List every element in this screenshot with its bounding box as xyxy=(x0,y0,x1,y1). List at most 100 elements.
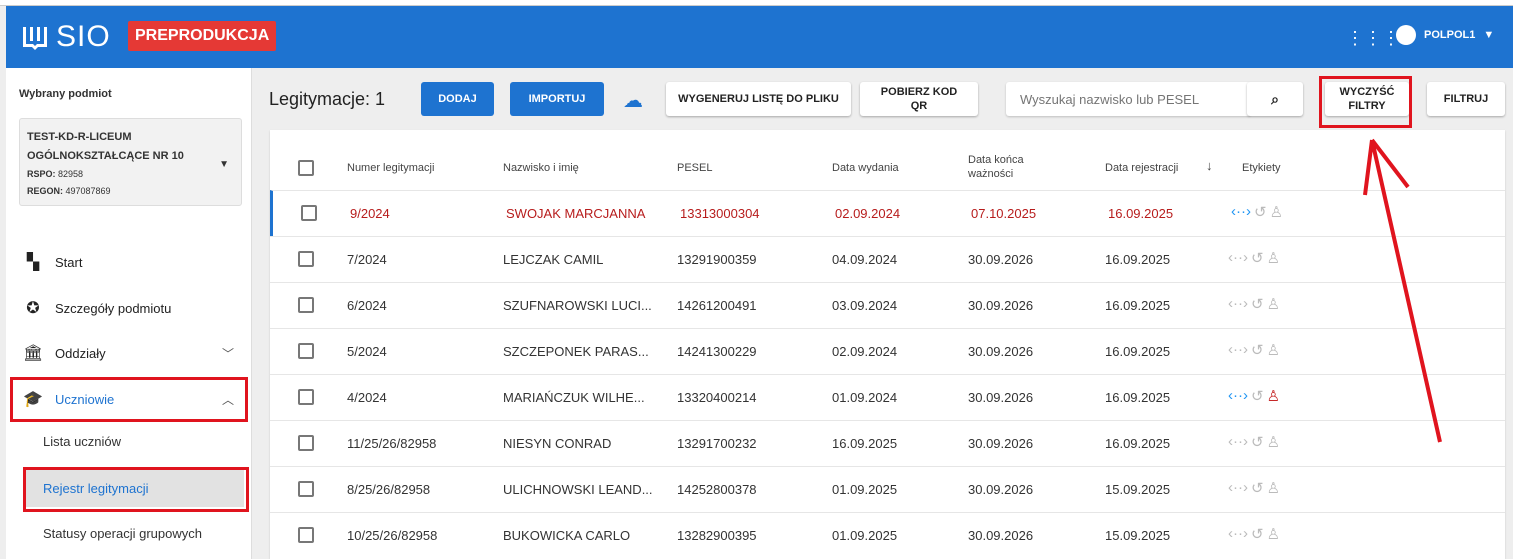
table-row[interactable]: 7/2024 LEJCZAK CAMIL 13291900359 04.09.2024… xyxy=(270,236,1505,282)
regon-value: 497087869 xyxy=(65,186,111,196)
selected-entity-label: Wybrany podmiot xyxy=(19,88,112,100)
sidebar-subitem-statusy[interactable]: Statusy operacji grupowych xyxy=(43,526,202,541)
rspo-label: RSPO: xyxy=(27,169,56,179)
select-all-checkbox[interactable] xyxy=(298,160,314,176)
row-checkbox[interactable] xyxy=(298,435,314,451)
sidebar-item-label: Start xyxy=(55,254,83,270)
header-name[interactable]: Nazwisko i imię xyxy=(503,162,579,174)
chevron-up-icon: ︿ xyxy=(221,392,234,407)
environment-badge: PREPRODUKCJA xyxy=(128,21,277,51)
person-icon: ♙ xyxy=(1269,204,1284,221)
cell-pesel: 14241300229 xyxy=(677,344,757,359)
row-checkbox[interactable] xyxy=(301,205,317,221)
history-icon: ↺ xyxy=(1250,342,1264,359)
cloud-download-icon[interactable]: ☁ xyxy=(623,90,643,112)
sidebar-subitem-rejestr-legitymacji[interactable]: Rejestr legitymacji xyxy=(43,481,149,496)
person-icon: ♙ xyxy=(1266,480,1281,497)
history-icon: ↺ xyxy=(1250,296,1264,313)
history-icon: ↺ xyxy=(1250,434,1264,451)
cell-name: SZUFNAROWSKI LUCI... xyxy=(503,298,652,313)
row-tags: ‹··› ↺ ♙ xyxy=(1228,295,1280,313)
table-row[interactable]: 6/2024 SZUFNAROWSKI LUCI... 14261200491 03.… xyxy=(270,282,1505,328)
cell-registration-date: 16.09.2025 xyxy=(1105,298,1171,313)
cell-issue-date: 01.09.2025 xyxy=(832,482,898,497)
person-icon: ♙ xyxy=(1266,342,1281,359)
person-icon: ♙ xyxy=(1266,388,1281,405)
app-logo[interactable]: SIO xyxy=(20,20,111,54)
clear-filters-button[interactable]: WYCZYŚĆ FILTRY xyxy=(1325,82,1409,116)
row-tags: ‹··› ↺ ♙ xyxy=(1231,203,1283,221)
cell-number: 5/2024 xyxy=(347,344,387,359)
cell-name: ULICHNOWSKI LEAND... xyxy=(503,482,653,497)
header-expiry-date[interactable]: Data końca ważności xyxy=(968,154,1024,180)
sidebar-item-uczniowie[interactable]: 🎓 Uczniowie ︿ xyxy=(6,379,252,419)
header-number[interactable]: Numer legitymacji xyxy=(347,162,435,174)
school-icon: 🎓 xyxy=(23,391,43,408)
entity-name-line1: TEST-KD-R-LICEUM xyxy=(27,131,132,143)
table-row[interactable]: 9/2024 SWOJAK MARCJANNA 13313000304 02.09.2… xyxy=(270,190,1505,236)
code-arrows-icon: ‹··› xyxy=(1228,295,1248,312)
cell-issue-date: 02.09.2024 xyxy=(832,344,898,359)
cell-pesel: 13313000304 xyxy=(680,206,760,221)
row-checkbox[interactable] xyxy=(298,297,314,313)
code-arrows-icon: ‹··› xyxy=(1228,525,1248,542)
search-input[interactable] xyxy=(1006,82,1251,116)
row-checkbox[interactable] xyxy=(298,481,314,497)
sidebar: Wybrany podmiot TEST-KD-R-LICEUM OGÓLNOK… xyxy=(6,68,252,559)
dashboard-icon: ▚ xyxy=(26,254,40,271)
code-arrows-icon: ‹··› xyxy=(1228,433,1248,450)
row-checkbox[interactable] xyxy=(298,251,314,267)
cell-expiry-date: 30.09.2026 xyxy=(968,298,1034,313)
code-arrows-icon: ‹··› xyxy=(1231,203,1251,220)
person-icon: ♙ xyxy=(1266,296,1281,313)
cell-number: 4/2024 xyxy=(347,390,387,405)
row-tags: ‹··› ↺ ♙ xyxy=(1228,249,1280,267)
cell-registration-date: 15.09.2025 xyxy=(1105,482,1171,497)
header-pesel[interactable]: PESEL xyxy=(677,162,713,174)
sidebar-item-start[interactable]: ▚ Start xyxy=(6,242,252,282)
user-menu[interactable]: POLPOL1 ▼ xyxy=(1396,25,1494,45)
cell-expiry-date: 30.09.2026 xyxy=(968,482,1034,497)
generate-list-button[interactable]: WYGENERUJ LISTĘ DO PLIKU xyxy=(666,82,851,116)
legitimation-table: Numer legitymacji Nazwisko i imię PESEL … xyxy=(270,130,1505,559)
book-logo-icon xyxy=(23,27,47,50)
history-icon: ↺ xyxy=(1250,388,1264,405)
table-row[interactable]: 5/2024 SZCZEPONEK PARAS... 14241300229 02.0… xyxy=(270,328,1505,374)
row-checkbox[interactable] xyxy=(298,343,314,359)
cell-number: 9/2024 xyxy=(350,206,390,221)
cell-issue-date: 16.09.2025 xyxy=(832,436,898,451)
table-row[interactable]: 11/25/26/82958 NIESYN CONRAD 13291700232 16… xyxy=(270,420,1505,466)
header-tags: Etykiety xyxy=(1242,162,1281,174)
header-issue-date[interactable]: Data wydania xyxy=(832,162,899,174)
sidebar-item-entity-details[interactable]: ✪ Szczegóły podmiotu xyxy=(6,288,252,328)
cell-name: LEJCZAK CAMIL xyxy=(503,252,604,267)
qr-code-button[interactable]: POBIERZ KOD QR xyxy=(860,82,978,116)
cell-issue-date: 04.09.2024 xyxy=(832,252,898,267)
sidebar-item-label: Oddziały xyxy=(55,345,106,361)
cell-name: SWOJAK MARCJANNA xyxy=(506,206,646,221)
import-button[interactable]: IMPORTUJ xyxy=(510,82,604,116)
table-row[interactable]: 4/2024 MARIAŃCZUK WILHE... 13320400214 01.0… xyxy=(270,374,1505,420)
cell-number: 6/2024 xyxy=(347,298,387,313)
sort-descending-icon[interactable]: ↓ xyxy=(1206,158,1213,173)
add-button[interactable]: DODAJ xyxy=(421,82,494,116)
window-top-edge xyxy=(0,0,1513,6)
row-checkbox[interactable] xyxy=(298,527,314,543)
search-button[interactable]: ⌕ xyxy=(1247,82,1303,116)
row-checkbox[interactable] xyxy=(298,389,314,405)
header-registration-date[interactable]: Data rejestracji xyxy=(1105,162,1179,174)
star-badge-icon: ✪ xyxy=(26,300,40,317)
row-tags: ‹··› ↺ ♙ xyxy=(1228,341,1280,359)
cell-issue-date: 01.09.2025 xyxy=(832,528,898,543)
filter-button[interactable]: FILTRUJ xyxy=(1427,82,1505,116)
table-row[interactable]: 8/25/26/82958 ULICHNOWSKI LEAND... 1425280… xyxy=(270,466,1505,512)
caret-down-icon: ▼ xyxy=(1483,29,1495,41)
sidebar-subitem-lista-uczniow[interactable]: Lista uczniów xyxy=(43,434,122,449)
search-icon: ⌕ xyxy=(1271,91,1279,107)
sidebar-item-oddzialy[interactable]: 🏛 Oddziały ﹀ xyxy=(6,333,252,373)
entity-selector[interactable]: TEST-KD-R-LICEUM OGÓLNOKSZTAŁCĄCE NR 10 … xyxy=(19,118,242,206)
table-row[interactable]: 10/25/26/82958 BUKOWICKA CARLO 13282900395… xyxy=(270,512,1505,558)
cell-issue-date: 03.09.2024 xyxy=(832,298,898,313)
cell-expiry-date: 07.10.2025 xyxy=(971,206,1037,221)
apps-grid-icon[interactable]: ⋮⋮⋮ xyxy=(1346,28,1400,48)
